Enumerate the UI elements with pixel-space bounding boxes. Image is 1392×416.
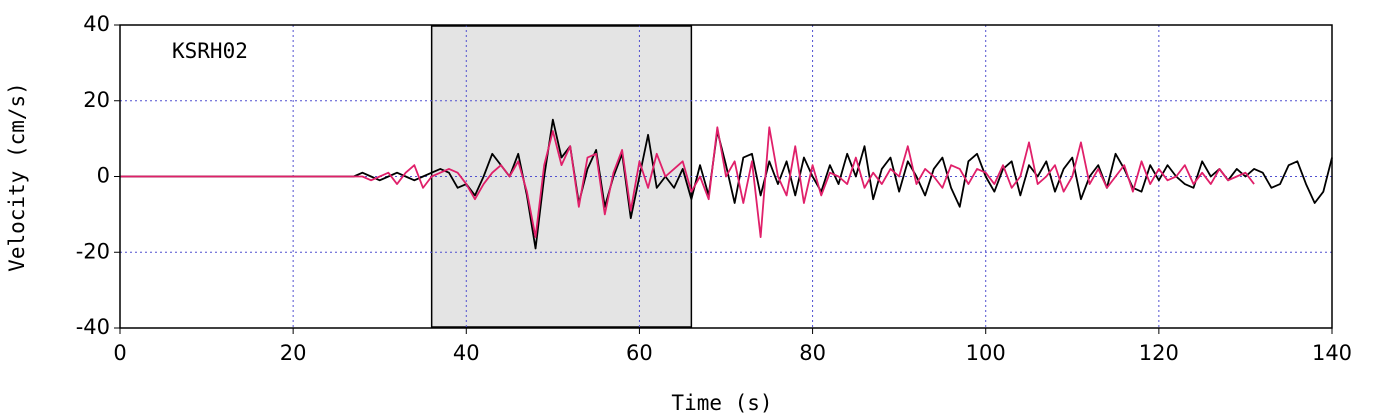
x-axis-title: Time (s) [671, 391, 772, 415]
plot-frame [119, 24, 1333, 329]
y-axis-title: Velocity (cm/s) [5, 82, 29, 272]
x-tick-label: 40 [453, 341, 480, 365]
y-tick-label: 20 [83, 88, 110, 112]
x-tick-label: 80 [799, 341, 826, 365]
station-label: KSRH02 [172, 39, 248, 63]
y-tick-label: 0 [97, 164, 110, 188]
y-tick-label: -40 [76, 315, 110, 339]
velocity-line [120, 126, 1255, 238]
x-tick-label: 140 [1312, 341, 1352, 365]
x-tick-label: 100 [966, 341, 1006, 365]
x-tick-label: 120 [1139, 341, 1179, 365]
x-tick-label: 20 [280, 341, 307, 365]
y-tick-label: -20 [76, 239, 110, 263]
y-tick-label: 40 [83, 12, 110, 36]
x-tick-label: 0 [113, 341, 126, 365]
x-tick-label: 60 [626, 341, 653, 365]
